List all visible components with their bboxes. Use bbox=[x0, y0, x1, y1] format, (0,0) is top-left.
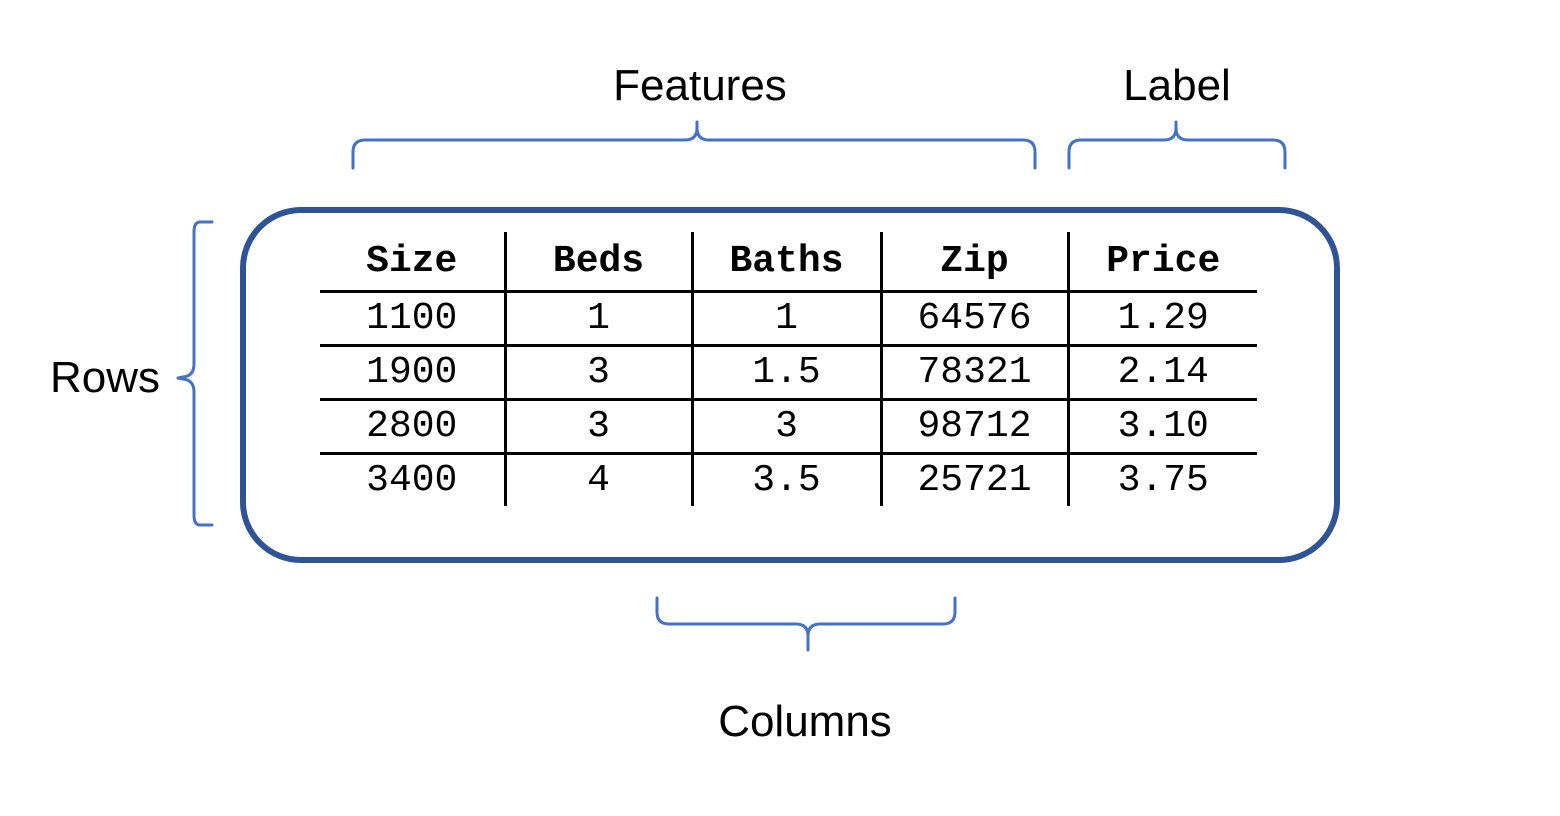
label-brace bbox=[1067, 120, 1287, 170]
column-header-beds: Beds bbox=[505, 232, 694, 293]
features-brace bbox=[351, 120, 1037, 170]
cell-zip: 98712 bbox=[881, 399, 1070, 455]
rows-label: Rows bbox=[49, 353, 160, 402]
dataset-table: Size Beds Baths Zip Price 1100 1 1 64576… bbox=[320, 232, 1257, 506]
table-row: 1900 3 1.5 78321 2.14 bbox=[320, 345, 1257, 401]
cell-zip: 25721 bbox=[881, 453, 1070, 506]
cell-size: 1100 bbox=[320, 291, 507, 347]
table-row: 1100 1 1 64576 1.29 bbox=[320, 291, 1257, 347]
cell-baths: 3.5 bbox=[692, 453, 883, 506]
features-label: Features bbox=[613, 61, 787, 110]
cell-price: 3.10 bbox=[1068, 399, 1257, 455]
label-label: Label bbox=[1123, 61, 1231, 110]
cell-size: 2800 bbox=[320, 399, 507, 455]
cell-baths: 3 bbox=[692, 399, 883, 455]
column-header-size: Size bbox=[320, 232, 507, 293]
cell-baths: 1 bbox=[692, 291, 883, 347]
columns-label: Columns bbox=[718, 697, 892, 746]
rows-brace bbox=[176, 220, 214, 527]
columns-brace bbox=[655, 596, 957, 652]
column-header-zip: Zip bbox=[881, 232, 1070, 293]
cell-zip: 78321 bbox=[881, 345, 1070, 401]
cell-size: 3400 bbox=[320, 453, 507, 506]
cell-price: 3.75 bbox=[1117, 459, 1209, 502]
table-row: 2800 3 3 98712 3.10 bbox=[320, 399, 1257, 455]
cell-price: 1.29 bbox=[1068, 291, 1257, 347]
dataset-card: Size Beds Baths Zip Price 1100 1 1 64576… bbox=[243, 210, 1337, 560]
cell-beds: 4 bbox=[505, 453, 694, 506]
table-header-row: Size Beds Baths Zip Price bbox=[320, 232, 1257, 293]
column-header-baths: Baths bbox=[692, 232, 883, 293]
table-row: 3400 4 3.5 25721 3.75 bbox=[320, 453, 1257, 506]
cell-beds: 3 bbox=[505, 345, 694, 401]
column-header-price: Price bbox=[1068, 232, 1257, 293]
cell-beds: 1 bbox=[505, 291, 694, 347]
cell-baths: 1.5 bbox=[692, 345, 883, 401]
cell-beds: 3 bbox=[505, 399, 694, 455]
cell-price: 2.14 bbox=[1068, 345, 1257, 401]
cell-size: 1900 bbox=[320, 345, 507, 401]
cell-zip: 64576 bbox=[881, 291, 1070, 347]
